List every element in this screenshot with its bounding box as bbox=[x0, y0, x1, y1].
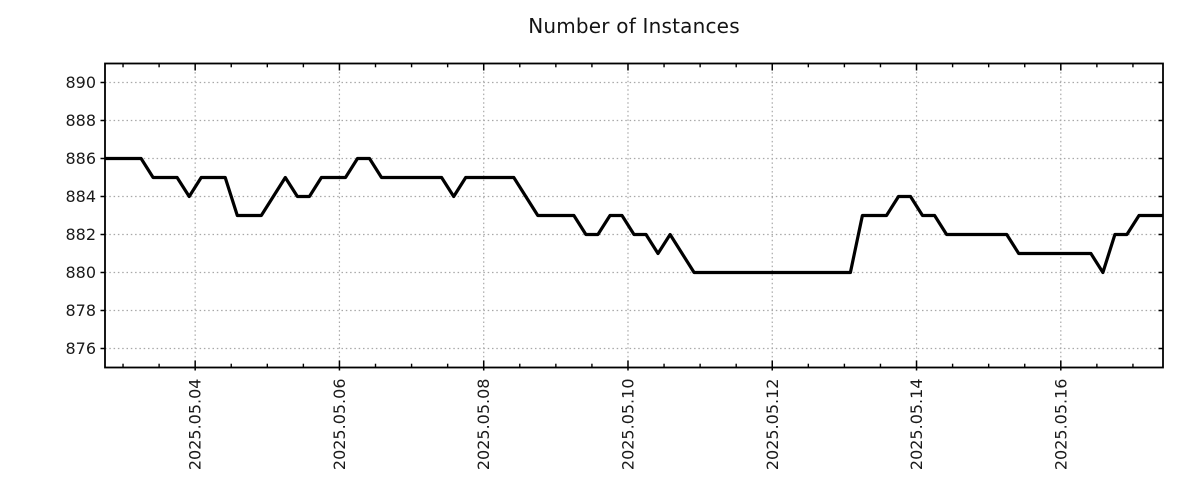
y-tick-label: 880 bbox=[65, 263, 96, 282]
x-tick-label: 2025.05.08 bbox=[474, 379, 493, 471]
y-tick-label: 876 bbox=[65, 339, 96, 358]
y-tick-label: 890 bbox=[65, 73, 96, 92]
x-tick-label: 2025.05.10 bbox=[618, 379, 637, 471]
y-tick-label: 882 bbox=[65, 225, 96, 244]
x-tick-label: 2025.05.14 bbox=[907, 379, 926, 471]
x-tick-label: 2025.05.04 bbox=[186, 379, 205, 471]
chart-title: Number of Instances bbox=[528, 14, 740, 38]
x-tick-label: 2025.05.06 bbox=[330, 379, 349, 471]
x-tick-label: 2025.05.12 bbox=[763, 379, 782, 471]
x-tick-label: 2025.05.16 bbox=[1051, 379, 1070, 471]
plot-border bbox=[104, 62, 1164, 369]
y-tick-label: 888 bbox=[65, 111, 96, 130]
y-tick-label: 886 bbox=[65, 149, 96, 168]
y-tick-label: 884 bbox=[65, 187, 96, 206]
series-line bbox=[105, 156, 1163, 275]
y-tick-label: 878 bbox=[65, 301, 96, 320]
